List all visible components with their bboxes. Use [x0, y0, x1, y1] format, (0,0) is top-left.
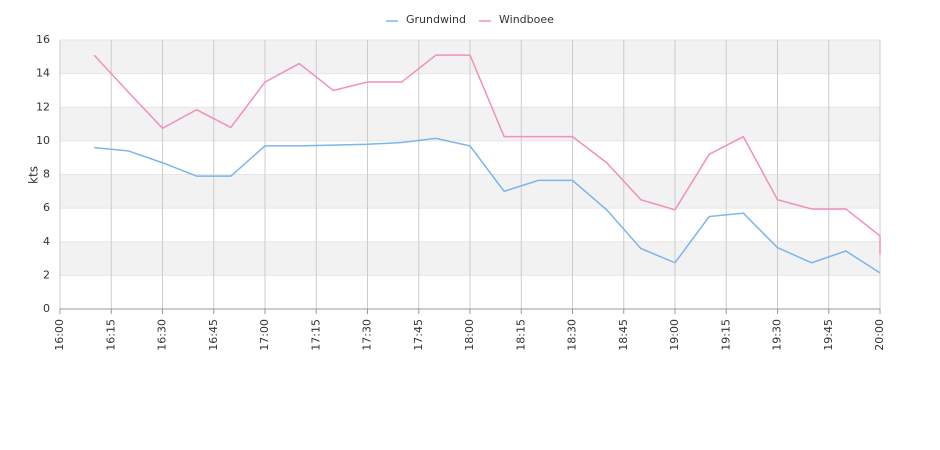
- x-tick-label: 18:15: [514, 319, 527, 351]
- x-tick-label: 18:45: [617, 319, 630, 351]
- x-tick-label: 19:45: [822, 319, 835, 351]
- x-tick-label: 16:45: [207, 319, 220, 351]
- x-tick-label: 17:30: [361, 319, 374, 351]
- series-line: [93, 54, 881, 255]
- x-tick-label: 19:30: [771, 319, 784, 351]
- legend-label: Windboee: [499, 13, 554, 26]
- x-tick-label: 17:45: [412, 319, 425, 351]
- y-tick-label: 6: [43, 201, 50, 214]
- x-tick-label: 19:15: [719, 319, 732, 351]
- x-tick-label: 17:15: [309, 319, 322, 351]
- series-line: [94, 137, 881, 274]
- x-tick-label: 16:30: [156, 319, 169, 351]
- y-tick-label: 0: [43, 302, 50, 315]
- y-axis-label: kts: [27, 166, 41, 184]
- legend-label: Grundwind: [406, 13, 466, 26]
- y-tick-label: 14: [36, 67, 50, 80]
- x-tick-label: 16:00: [53, 319, 66, 351]
- y-tick-label: 10: [36, 134, 50, 147]
- x-tick-label: 17:00: [258, 319, 271, 351]
- x-tick-label: 18:00: [463, 319, 476, 351]
- y-tick-label: 16: [36, 33, 50, 46]
- x-tick-label: 18:30: [566, 319, 579, 351]
- y-tick-label: 8: [43, 168, 50, 181]
- y-tick-label: 12: [36, 100, 50, 113]
- x-tick-label: 16:15: [104, 319, 117, 351]
- x-tick-label: 19:00: [668, 319, 681, 351]
- y-tick-label: 4: [43, 235, 50, 248]
- y-tick-label: 2: [43, 268, 50, 281]
- x-tick-label: 20:00: [873, 319, 886, 351]
